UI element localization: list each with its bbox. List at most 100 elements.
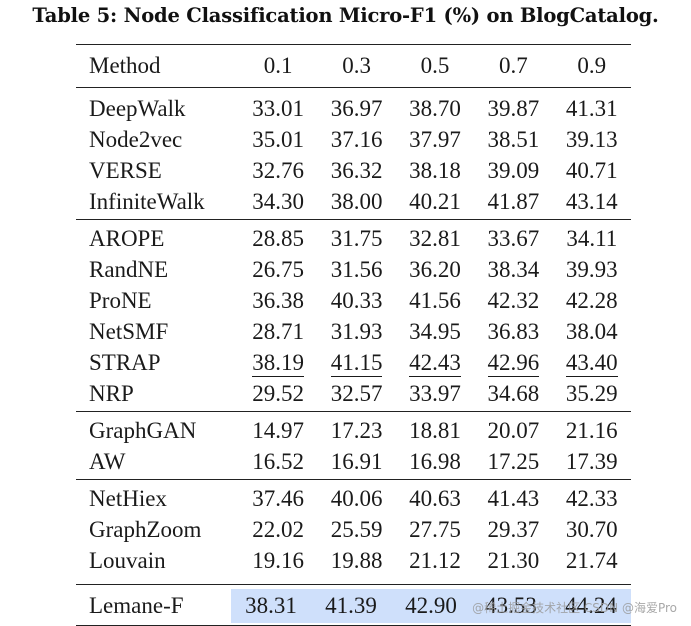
method-name: InfiniteWalk <box>89 189 205 214</box>
method-group: GraphGAN 14.97 17.23 18.81 20.07 21.16 AW 16.52… <box>76 412 631 479</box>
header-ratio: 0.5 <box>420 53 450 78</box>
table-row: NetSMF 28.71 31.93 34.95 36.83 38.04 <box>76 316 631 347</box>
table-body: DeepWalk 33.01 36.97 38.70 39.87 41.31 Node2ve… <box>76 88 631 578</box>
value-cell: 36.83 <box>487 319 540 344</box>
value-cell: 36.32 <box>330 158 383 183</box>
value-cell: 26.75 <box>252 257 305 282</box>
method-group: DeepWalk 33.01 36.97 38.70 39.87 41.31 Node2ve… <box>76 88 631 219</box>
table-row: Louvain 19.16 19.88 21.12 21.30 21.74 <box>76 545 631 576</box>
method-name: GraphGAN <box>89 418 197 443</box>
value-cell: 19.88 <box>330 548 383 573</box>
method-name: STRAP <box>89 350 161 375</box>
table-row: InfiniteWalk 34.30 38.00 40.21 41.87 43.14 <box>76 186 631 217</box>
table-row: AW 16.52 16.91 16.98 17.25 17.39 <box>76 446 631 477</box>
header-ratio: 0.1 <box>263 53 293 78</box>
table-row-final: Lemane-F 38.31 41.39 42.90 43.53 44.24 <box>76 589 631 623</box>
value-cell: 35.01 <box>252 127 305 152</box>
results-table: Method 0.1 0.3 0.5 0.7 0.9 DeepWalk 33.01… <box>76 44 631 626</box>
header-ratio: 0.7 <box>499 53 528 78</box>
value-cell: 31.75 <box>330 226 383 251</box>
value-cell: 38.18 <box>409 158 461 183</box>
value-cell: 29.52 <box>252 381 305 406</box>
header-method: Method <box>89 53 161 78</box>
value-cell: 38.04 <box>565 319 618 344</box>
method-name: Lemane-F <box>89 593 184 618</box>
method-name: NRP <box>89 381 134 406</box>
method-name: GraphZoom <box>89 517 202 542</box>
value-cell: 42.32 <box>487 288 540 313</box>
method-name: AW <box>89 449 126 474</box>
value-cell: 33.97 <box>409 381 461 406</box>
group-separator-rule <box>76 219 631 220</box>
value-cell: 34.95 <box>409 319 461 344</box>
value-cell: 42.96 <box>474 347 552 378</box>
method-name: DeepWalk <box>89 96 186 121</box>
value-cell: 42.43 <box>396 347 474 378</box>
table-row: GraphGAN 14.97 17.23 18.81 20.07 21.16 <box>76 415 631 446</box>
table-row: NetHiex 37.46 40.06 40.63 41.43 42.33 <box>76 483 631 514</box>
value-cell: 32.81 <box>409 226 461 251</box>
value-cell: 40.71 <box>565 158 618 183</box>
value-cell: 32.57 <box>330 381 383 406</box>
value-cell: 40.06 <box>330 486 383 511</box>
value-cell: 41.43 <box>487 486 540 511</box>
value-cell: 32.76 <box>252 158 305 183</box>
value-cell: 44.24 <box>565 593 617 618</box>
value-cell: 40.33 <box>330 288 383 313</box>
method-name: NetSMF <box>89 319 169 344</box>
value-cell: 38.70 <box>409 96 461 121</box>
value-cell: 33.01 <box>252 96 305 121</box>
value-cell: 42.28 <box>565 288 618 313</box>
method-name: NetHiex <box>89 486 167 511</box>
value-cell: 34.68 <box>487 381 540 406</box>
header-ratio: 0.3 <box>342 53 371 78</box>
underlined-value: 43.40 <box>565 350 618 377</box>
value-cell: 36.20 <box>409 257 461 282</box>
table-row: STRAP 38.19 41.15 42.43 42.96 43.40 <box>76 347 631 378</box>
method-name: Node2vec <box>89 127 183 152</box>
method-name: VERSE <box>89 158 162 183</box>
group-separator-rule <box>76 479 631 480</box>
table-caption: Table 5: Node Classification Micro-F1 (%… <box>32 4 659 27</box>
value-cell: 29.37 <box>487 517 540 542</box>
header-rule <box>76 87 631 88</box>
value-cell: 14.97 <box>252 418 305 443</box>
method-name: Louvain <box>89 548 166 573</box>
value-cell: 37.46 <box>252 486 305 511</box>
value-cell: 41.31 <box>565 96 618 121</box>
top-rule <box>76 44 631 45</box>
table-row: VERSE 32.76 36.32 38.18 39.09 40.71 <box>76 155 631 186</box>
value-cell: 38.31 <box>245 593 297 618</box>
value-cell: 37.16 <box>330 127 383 152</box>
value-cell: 22.02 <box>252 517 305 542</box>
value-cell: 34.30 <box>252 189 305 214</box>
value-cell: 41.87 <box>487 189 540 214</box>
value-cell: 33.67 <box>487 226 540 251</box>
table-row: AROPE 28.85 31.75 32.81 33.67 34.11 <box>76 223 631 254</box>
value-cell: 21.74 <box>565 548 618 573</box>
value-cell: 25.59 <box>330 517 383 542</box>
method-name: AROPE <box>89 226 165 251</box>
value-cell: 39.13 <box>565 127 618 152</box>
value-cell: 20.07 <box>487 418 540 443</box>
table-row: NRP 29.52 32.57 33.97 34.68 35.29 <box>76 378 631 409</box>
underlined-value: 41.15 <box>330 350 383 377</box>
value-cell: 38.34 <box>487 257 540 282</box>
value-cell: 27.75 <box>409 517 461 542</box>
value-cell: 31.56 <box>330 257 383 282</box>
value-cell: 28.85 <box>252 226 305 251</box>
value-cell: 38.19 <box>239 347 317 378</box>
value-cell: 21.16 <box>565 418 618 443</box>
watermark: @稀土掘金技术社区 CSDN @海爱Pro <box>472 601 677 615</box>
table-row: RandNE 26.75 31.56 36.20 38.34 39.93 <box>76 254 631 285</box>
value-cell: 40.63 <box>409 486 461 511</box>
value-cell: 17.23 <box>330 418 383 443</box>
value-cell: 36.97 <box>330 96 383 121</box>
method-name: ProNE <box>89 288 152 313</box>
value-cell: 16.91 <box>330 449 383 474</box>
value-cell: 43.14 <box>565 189 618 214</box>
value-cell: 39.93 <box>565 257 618 282</box>
value-cell: 35.29 <box>565 381 618 406</box>
value-cell: 17.39 <box>565 449 618 474</box>
value-cell: 37.97 <box>409 127 461 152</box>
